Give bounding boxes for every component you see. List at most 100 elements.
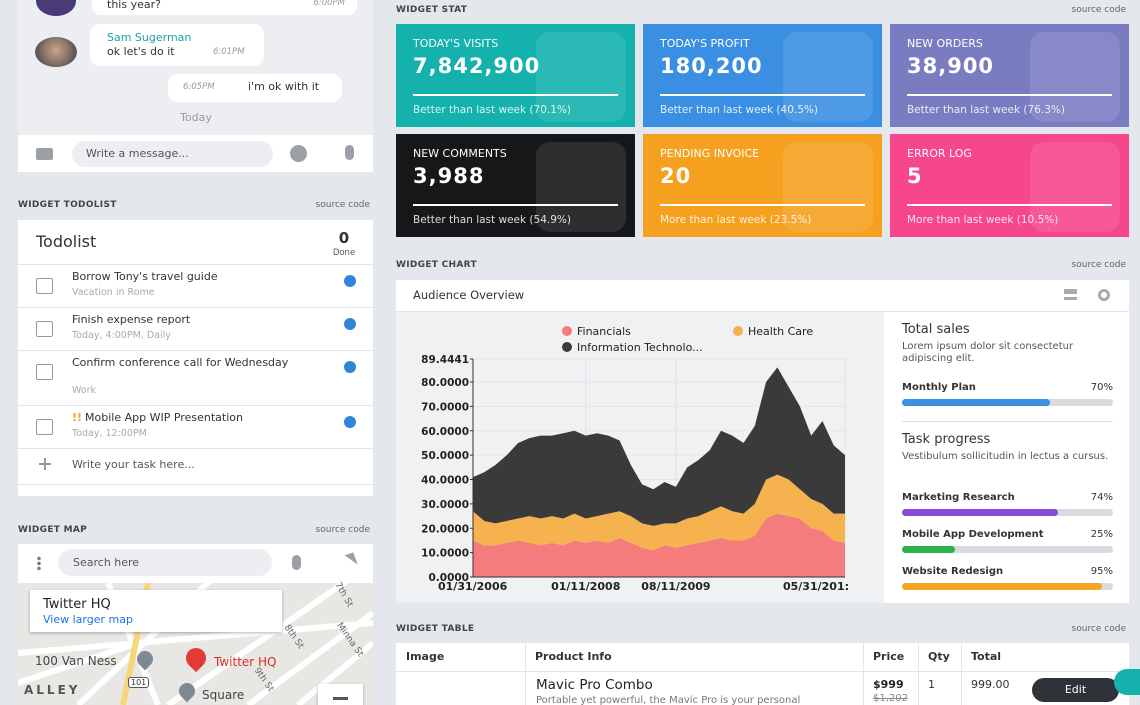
- section-title: WIDGET TABLE: [396, 624, 475, 634]
- todo-text: Confirm conference call for Wednesday: [72, 357, 342, 369]
- menu-dots[interactable]: [37, 556, 41, 570]
- map-label: 100 Van Ness: [35, 654, 117, 668]
- search-placeholder: Search here: [73, 556, 140, 569]
- priority-flag: !!: [72, 411, 83, 424]
- todo-label: Borrow Tony's travel guide: [72, 270, 218, 283]
- legend-swatch: [562, 326, 572, 336]
- legend-label: Information Technolo...: [577, 341, 703, 354]
- old-price: $1,202: [873, 693, 908, 704]
- source-code-link[interactable]: source code: [1071, 5, 1126, 15]
- column-header: Qty: [928, 650, 950, 663]
- y-tick-label: 70.0000: [421, 401, 469, 413]
- stat-value: 180,200: [660, 54, 763, 78]
- stat-icon: [1030, 142, 1120, 232]
- help-icon[interactable]: [344, 361, 356, 373]
- avatar: [35, 37, 77, 67]
- source-code-link[interactable]: source code: [315, 525, 370, 535]
- help-icon[interactable]: [344, 416, 356, 428]
- divider: [18, 350, 373, 351]
- help-icon[interactable]: [344, 318, 356, 330]
- message-text: i'm ok with it: [248, 80, 320, 93]
- divider: [902, 421, 1113, 422]
- place-name: Twitter HQ: [43, 597, 111, 612]
- stat-title: PENDING INVOICE: [660, 147, 760, 160]
- divider: [18, 448, 373, 449]
- checkbox[interactable]: [36, 278, 53, 294]
- divider: [18, 405, 373, 406]
- emoji-icon[interactable]: [290, 145, 307, 162]
- progress-label: Mobile App Development: [902, 529, 1044, 540]
- scroll-top-button[interactable]: [1114, 669, 1140, 695]
- y-tick-label: 80.0000: [421, 377, 469, 389]
- source-code-link[interactable]: source code: [1071, 260, 1126, 270]
- divider: [396, 671, 1129, 672]
- message-time: 6:01PM: [213, 47, 245, 57]
- stat-bar: [660, 94, 865, 96]
- todo-text: Finish expense report: [72, 314, 342, 326]
- progress-value: 25%: [1090, 529, 1113, 540]
- message-time: 6:05PM: [183, 82, 215, 92]
- area: [473, 367, 845, 526]
- column-header: Image: [406, 650, 445, 663]
- street: [246, 610, 373, 705]
- stat-value: 3,988: [413, 164, 485, 188]
- done-count: 0: [338, 229, 350, 247]
- checkbox[interactable]: [36, 419, 53, 435]
- chart-title: Audience Overview: [413, 288, 525, 302]
- done-label: Done: [332, 248, 356, 258]
- table-card: [396, 643, 1129, 705]
- checkbox[interactable]: [36, 321, 53, 337]
- street: [296, 640, 373, 705]
- column-divider: [918, 643, 919, 705]
- settings-icon[interactable]: [1098, 289, 1110, 301]
- progress-bar: [902, 509, 1059, 516]
- legend-label: Health Care: [748, 325, 813, 338]
- progress-label: Monthly Plan: [902, 382, 976, 393]
- todo-text: Borrow Tony's travel guide: [72, 271, 342, 283]
- export-icon[interactable]: [1064, 289, 1077, 300]
- x-tick-label: 01/31/2006: [438, 580, 508, 593]
- stat-footer: Better than last week (76.3%): [907, 104, 1065, 116]
- stat-card: [890, 24, 1129, 127]
- chat-bubble: [90, 24, 264, 66]
- column-header: Price: [873, 650, 905, 663]
- stat-bar: [907, 94, 1112, 96]
- stat-bar: [413, 204, 618, 206]
- stat-footer: More than last week (10.5%): [907, 214, 1059, 226]
- help-icon[interactable]: [344, 275, 356, 287]
- area: [473, 513, 845, 577]
- panel-title: Total sales: [902, 322, 970, 337]
- zoom-button[interactable]: [318, 684, 363, 705]
- map-search[interactable]: [58, 549, 272, 576]
- divider: [18, 484, 373, 485]
- y-tick-label: 60.0000: [421, 426, 469, 438]
- checkbox[interactable]: [36, 364, 53, 380]
- todo-input[interactable]: Write your task here...: [72, 458, 195, 471]
- progress-value: 70%: [1090, 382, 1113, 393]
- edit-button[interactable]: Edit: [1032, 678, 1119, 702]
- x-tick-label: 05/31/201:: [783, 580, 849, 593]
- stat-title: NEW ORDERS: [907, 37, 983, 50]
- street: [18, 640, 139, 686]
- zoom-plus: [333, 697, 348, 700]
- todo-label: Confirm conference call for Wednesday: [72, 356, 289, 369]
- message-input[interactable]: [72, 141, 273, 167]
- stat-icon: [1030, 32, 1120, 122]
- street: [18, 620, 373, 656]
- todo-sub: Today, 4:00PM, Daily: [72, 330, 171, 341]
- mic-icon[interactable]: [292, 555, 301, 570]
- source-code-link[interactable]: source code: [1071, 624, 1126, 634]
- map-info-box: [30, 590, 282, 632]
- progress-bar: [902, 399, 1050, 406]
- mic-icon[interactable]: [345, 145, 354, 160]
- stat-bar: [413, 94, 618, 96]
- x-tick-label: 01/11/2008: [551, 580, 620, 593]
- larger-map-link[interactable]: View larger map: [43, 613, 133, 626]
- stat-card: [643, 24, 882, 127]
- progress-track: [902, 546, 1113, 553]
- message-text: this year?: [107, 0, 161, 11]
- map-label: Twitter HQ: [214, 655, 277, 669]
- source-code-link[interactable]: source code: [315, 200, 370, 210]
- column-header: Product Info: [535, 650, 612, 663]
- camera-icon[interactable]: [36, 148, 53, 160]
